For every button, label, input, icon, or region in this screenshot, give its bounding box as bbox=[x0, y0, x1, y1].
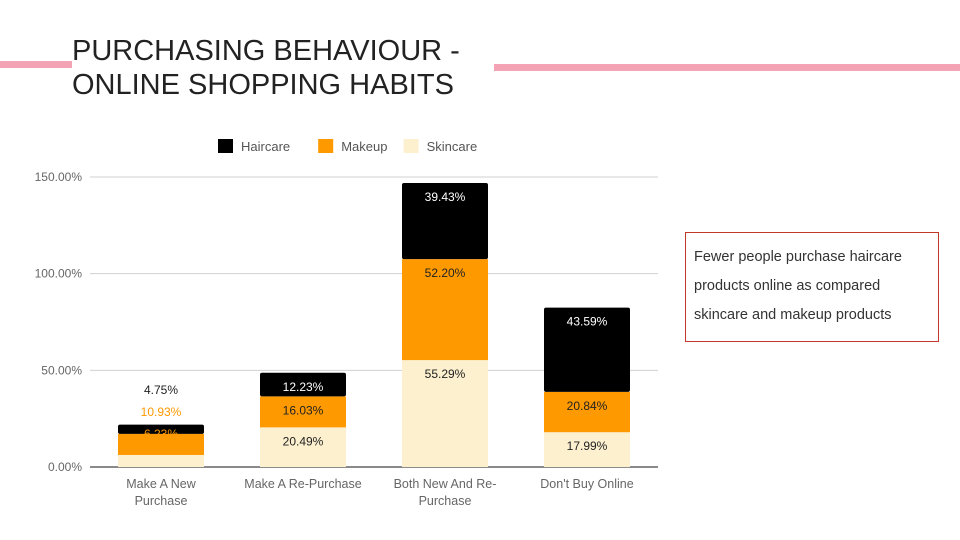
bar-skincare bbox=[118, 454, 204, 467]
data-label-skincare: 6.23% bbox=[144, 427, 178, 441]
x-tick-label: Both New And Re- bbox=[394, 477, 497, 491]
bar-makeup bbox=[544, 391, 630, 433]
x-tick-label: Make A New bbox=[126, 477, 196, 491]
bar-haircare bbox=[118, 424, 204, 434]
note-text: Fewer people purchase haircare products … bbox=[694, 249, 902, 323]
bar-makeup bbox=[118, 433, 204, 455]
bar-haircare bbox=[544, 307, 630, 392]
y-tick-label: 50.00% bbox=[41, 363, 82, 377]
data-label-makeup: 10.93% bbox=[141, 405, 182, 419]
slide-title: PURCHASING BEHAVIOUR - ONLINE SHOPPING H… bbox=[72, 34, 464, 102]
legend-swatch-makeup bbox=[318, 139, 334, 153]
bar-haircare bbox=[260, 372, 346, 397]
data-label-skincare: 55.29% bbox=[425, 367, 466, 381]
data-label-skincare: 17.99% bbox=[567, 439, 608, 453]
bar-makeup bbox=[260, 396, 346, 428]
y-tick-label: 0.00% bbox=[48, 460, 82, 474]
x-tick-label: Purchase bbox=[419, 494, 472, 508]
slide-title-line-1: PURCHASING BEHAVIOUR - bbox=[72, 35, 460, 67]
data-label-haircare: 4.75% bbox=[144, 383, 178, 397]
y-tick-label: 150.00% bbox=[35, 170, 83, 184]
bar-skincare bbox=[402, 360, 488, 467]
bar-skincare bbox=[260, 427, 346, 467]
accent-bar-left bbox=[0, 61, 72, 68]
bar-makeup bbox=[402, 259, 488, 361]
accent-bar-right bbox=[494, 64, 960, 71]
legend-swatch-skincare bbox=[403, 139, 419, 153]
data-label-haircare: 39.43% bbox=[425, 190, 466, 204]
data-label-haircare: 12.23% bbox=[283, 380, 324, 394]
slide-title-line-2: ONLINE SHOPPING HABITS bbox=[72, 69, 454, 101]
legend-swatch-haircare bbox=[218, 139, 233, 153]
legend-label-makeup: Makeup bbox=[341, 139, 387, 154]
data-label-makeup: 52.20% bbox=[425, 266, 466, 280]
data-label-skincare: 20.49% bbox=[283, 434, 324, 448]
stacked-bar-chart: 0.00% 50.00% 100.00% 150.00% Haircare Makeup S… bbox=[35, 139, 658, 508]
legend-label-haircare: Haircare bbox=[241, 139, 290, 154]
x-tick-label: Purchase bbox=[135, 494, 188, 508]
x-tick-label: Don't Buy Online bbox=[540, 477, 633, 491]
bar-skincare bbox=[544, 432, 630, 467]
y-tick-label: 100.00% bbox=[35, 267, 83, 281]
data-label-makeup: 20.84% bbox=[567, 399, 608, 413]
data-label-haircare: 43.59% bbox=[567, 315, 608, 329]
x-tick-label: Make A Re-Purchase bbox=[244, 477, 361, 491]
data-label-makeup: 16.03% bbox=[283, 403, 324, 417]
note-box: Fewer people purchase haircare products … bbox=[685, 232, 939, 342]
bar-haircare bbox=[402, 182, 488, 260]
legend-label-skincare: Skincare bbox=[427, 139, 478, 154]
